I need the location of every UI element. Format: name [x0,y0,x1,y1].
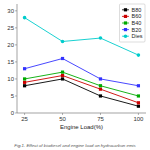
legend-label: B20 [131,27,141,33]
series-marker [137,84,140,87]
legend: B80B60B40B20Dies [119,4,145,42]
x-tick [62,113,63,115]
series-marker [99,84,102,87]
y-tick-label: 25 [7,25,14,31]
y-tick-label: 30 [7,8,14,14]
series-line [25,59,139,86]
legend-label: Dies [131,33,142,39]
x-tick-label: 25 [21,116,28,122]
series-marker [99,36,103,40]
legend-box [119,4,145,42]
y-tick [15,10,17,11]
chart-svg: 25 50 75 100 0 5 10 15 20 25 30 Engine Load(%) B80B6… [0,0,150,150]
y-tick-label: 20 [7,42,14,48]
chart-container: 25 50 75 100 0 5 10 15 20 25 30 Engine Load(%) B80B6… [0,0,150,150]
y-tick [15,78,17,79]
series-marker [137,53,141,57]
x-tick-label: 100 [133,116,144,122]
x-tick-label: 50 [59,116,66,122]
series-marker [99,77,102,80]
series-marker [61,71,64,74]
series-marker [61,40,65,44]
y-tick-label: 10 [7,76,14,82]
series-marker [23,77,26,80]
x-tick [24,113,25,115]
series-marker [23,16,27,20]
y-tick [15,113,17,114]
legend-label: B40 [131,20,141,26]
legend-marker [124,15,127,18]
legend-marker [124,34,128,38]
x-axis-label: Engine Load(%) [60,124,103,130]
y-tick [15,44,17,45]
y-tick-label: 15 [7,59,14,65]
series-marker [23,84,26,87]
x-tick-label: 75 [97,116,104,122]
legend-label: B60 [131,13,141,19]
series-marker [99,94,102,97]
series-marker [23,81,26,84]
series-line [25,76,139,103]
series-marker [61,57,64,60]
y-axis-line [17,4,18,113]
y-tick [15,95,17,96]
legend-marker [124,28,127,31]
y-tick [15,27,17,28]
legend-marker [124,21,127,24]
caption-title: Fig.1. Effect of biodiesel and engine lo… [14,143,136,148]
legend-label: B80 [131,7,141,13]
series-marker [61,77,64,80]
plot-area [23,16,140,108]
y-tick-label: 5 [11,93,15,99]
legend-marker [124,8,127,11]
series-marker [99,88,102,91]
x-tick [138,113,139,115]
series-marker [61,74,64,77]
series-line [25,72,139,96]
y-tick-label: 0 [11,110,15,116]
series-marker [137,105,140,108]
x-tick [100,113,101,115]
y-tick [15,61,17,62]
series-marker [137,94,140,97]
series-marker [137,101,140,104]
series-marker [23,67,26,70]
x-axis-line [17,113,146,114]
